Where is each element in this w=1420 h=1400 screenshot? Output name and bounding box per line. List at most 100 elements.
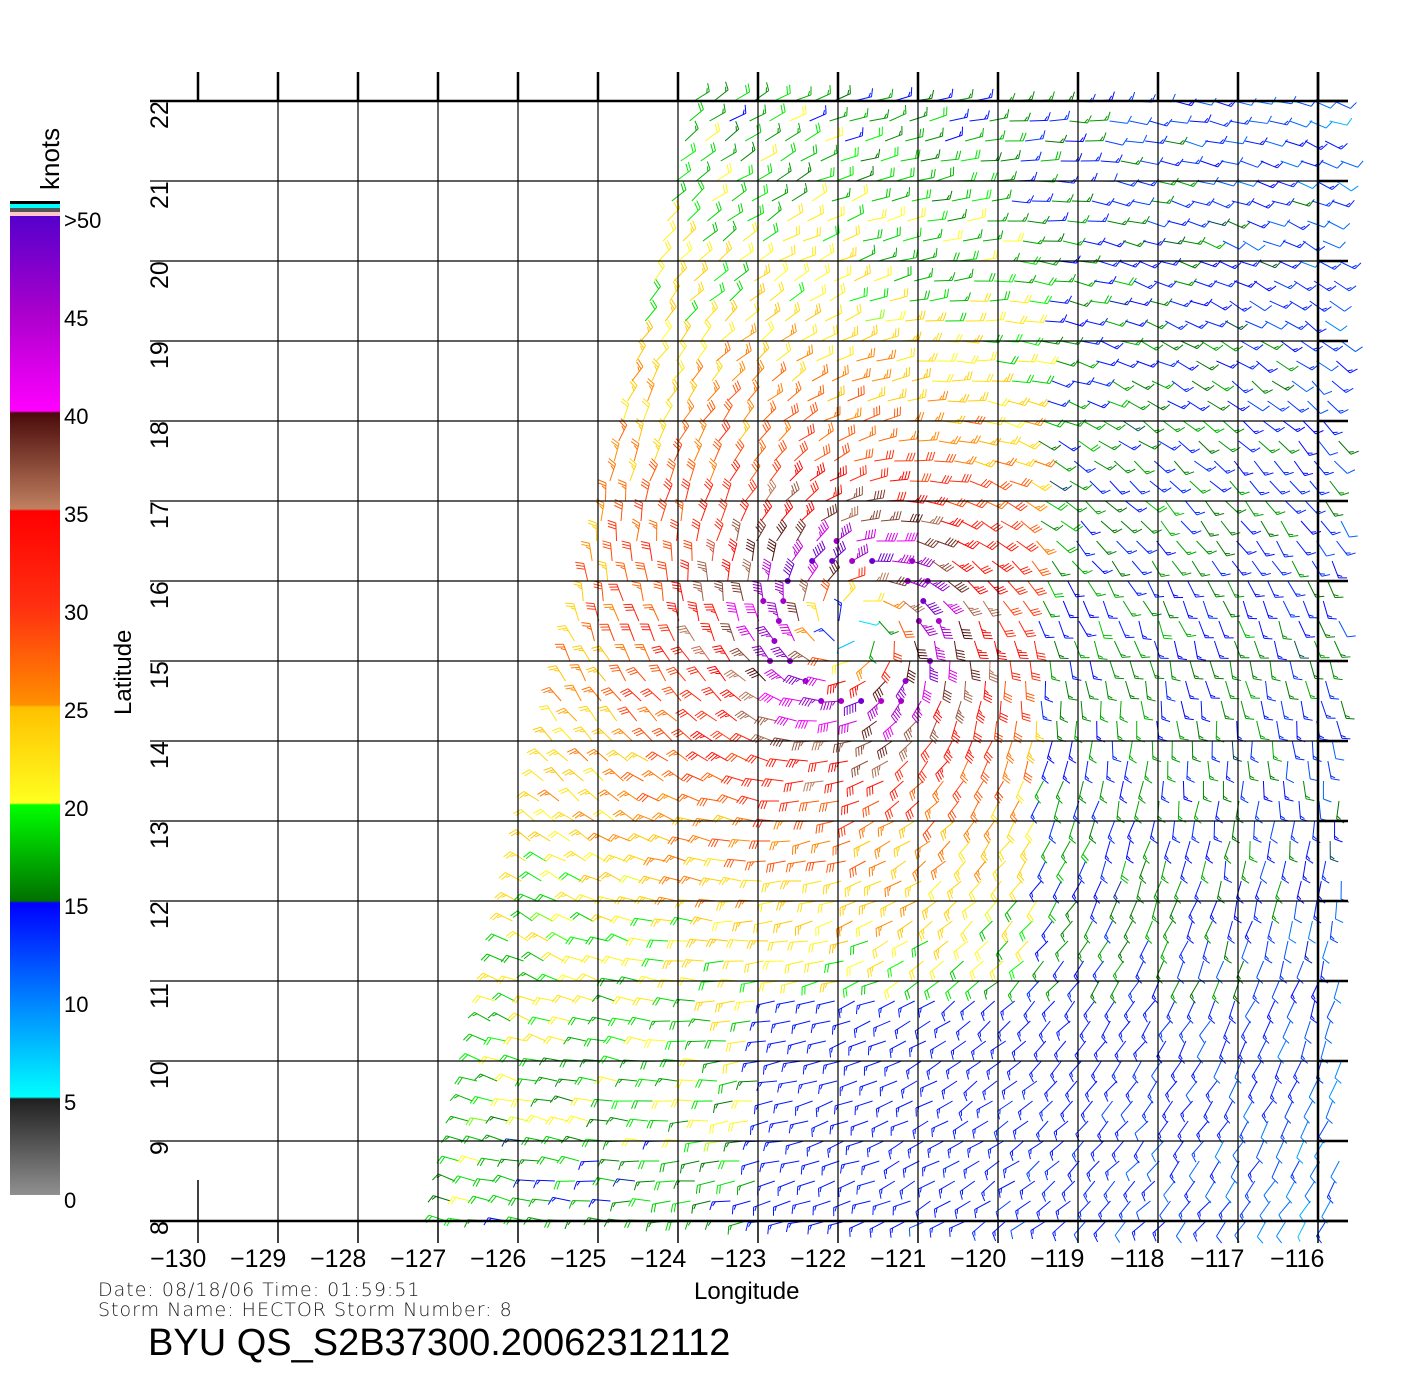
wind-barb (876, 740, 893, 760)
wind-barb (640, 478, 650, 502)
wind-barb (805, 480, 819, 502)
wind-barb (1213, 820, 1223, 843)
wind-barb (1296, 540, 1316, 556)
wind-barb (978, 437, 1002, 446)
wind-barb (740, 141, 756, 162)
wind-barb (1293, 900, 1302, 924)
wind-barb (904, 880, 922, 898)
wind-barb (914, 268, 934, 282)
wind-barb (669, 1020, 691, 1031)
wind-barb (1109, 297, 1133, 306)
wind-barb (827, 1140, 844, 1158)
wind-barb (947, 580, 970, 593)
wind-barb (987, 1140, 1004, 1159)
wind-barb (965, 127, 984, 142)
wind-barb (445, 1115, 469, 1124)
wind-barb (1003, 1160, 1020, 1179)
y-tick-label: 18 (146, 421, 174, 449)
wind-barb (898, 740, 913, 762)
wind-barb (771, 361, 787, 382)
wind-barb (1035, 1120, 1049, 1143)
wind-barb (766, 1040, 786, 1053)
wind-barb (602, 768, 624, 782)
wind-barb (684, 1040, 706, 1050)
wind-barb (687, 378, 698, 402)
wind-barb (1320, 960, 1329, 984)
wind-barb (849, 543, 869, 564)
wind-barb (1096, 540, 1117, 555)
wind-barb (856, 166, 874, 182)
wind-barb (1316, 540, 1335, 557)
wind-barb (1209, 1160, 1220, 1184)
wind-barb (927, 658, 939, 683)
wind-barb (704, 299, 719, 322)
wind-barb (1267, 219, 1291, 227)
wind-barb (729, 104, 747, 122)
wind-barb (936, 166, 955, 182)
colorbar-label: 10 (64, 992, 89, 1017)
wind-barb (1159, 1200, 1171, 1223)
wind-barb (997, 840, 1011, 863)
wind-barb (895, 678, 909, 704)
wind-barb (929, 1040, 947, 1059)
wind-barb (1074, 1040, 1087, 1063)
wind-barb (732, 920, 753, 932)
wind-barb (978, 620, 993, 640)
wind-barb (1047, 580, 1065, 598)
wind-barb (1090, 1140, 1105, 1162)
x-tick-label: −126 (470, 1245, 527, 1273)
wind-barb (713, 261, 729, 282)
wind-barb (591, 645, 611, 662)
wind-barb (1193, 800, 1202, 824)
wind-barb (925, 312, 947, 322)
wind-barb (1047, 212, 1069, 222)
wind-barb (1020, 520, 1043, 534)
wind-barb (955, 700, 965, 724)
wind-barb (1053, 91, 1075, 102)
wind-barb (1065, 319, 1089, 327)
wind-barb (1242, 600, 1258, 620)
wind-barb (885, 491, 907, 502)
wind-barb (943, 415, 966, 425)
wind-barb (977, 1020, 991, 1042)
wind-barb (1102, 600, 1118, 619)
wind-barb (1185, 680, 1199, 700)
wind-barb (1056, 860, 1067, 884)
wind-barb (578, 1160, 600, 1170)
wind-barb (851, 367, 871, 382)
wind-barb (1065, 680, 1078, 701)
wind-barb (693, 83, 710, 102)
wind-barb (1200, 520, 1220, 537)
wind-barb (1071, 193, 1094, 202)
wind-barb (749, 1020, 771, 1031)
wind-barb (905, 128, 925, 142)
wind-barb (958, 620, 973, 640)
wind-barb (1005, 500, 1028, 512)
wind-barb (603, 603, 620, 622)
wind-barb (850, 940, 869, 956)
wind-barb (1278, 620, 1292, 640)
wind-barb (1163, 1180, 1176, 1203)
wind-barb (967, 392, 989, 402)
wind-barb (708, 458, 718, 482)
wind-barb (1099, 780, 1108, 804)
wind-barb (685, 938, 709, 948)
wind-barb (487, 1012, 511, 1022)
wind-barb (794, 627, 815, 642)
wind-barb (1265, 500, 1286, 516)
wind-barb (1031, 193, 1054, 202)
wind-barb (576, 973, 600, 982)
wind-barb (1007, 580, 1028, 595)
wind-barb (889, 1040, 907, 1058)
wind-barb (1169, 299, 1193, 308)
wind-barb (742, 1140, 764, 1150)
wind-barb (892, 1200, 911, 1216)
wind-barb (1276, 1220, 1287, 1244)
wind-barb (872, 680, 886, 702)
wind-barb (691, 1100, 713, 1110)
wind-barb (1127, 400, 1151, 411)
wind-barb (774, 579, 787, 604)
wind-barb (829, 283, 846, 302)
wind-barb (661, 686, 682, 702)
wind-barb (889, 105, 907, 122)
